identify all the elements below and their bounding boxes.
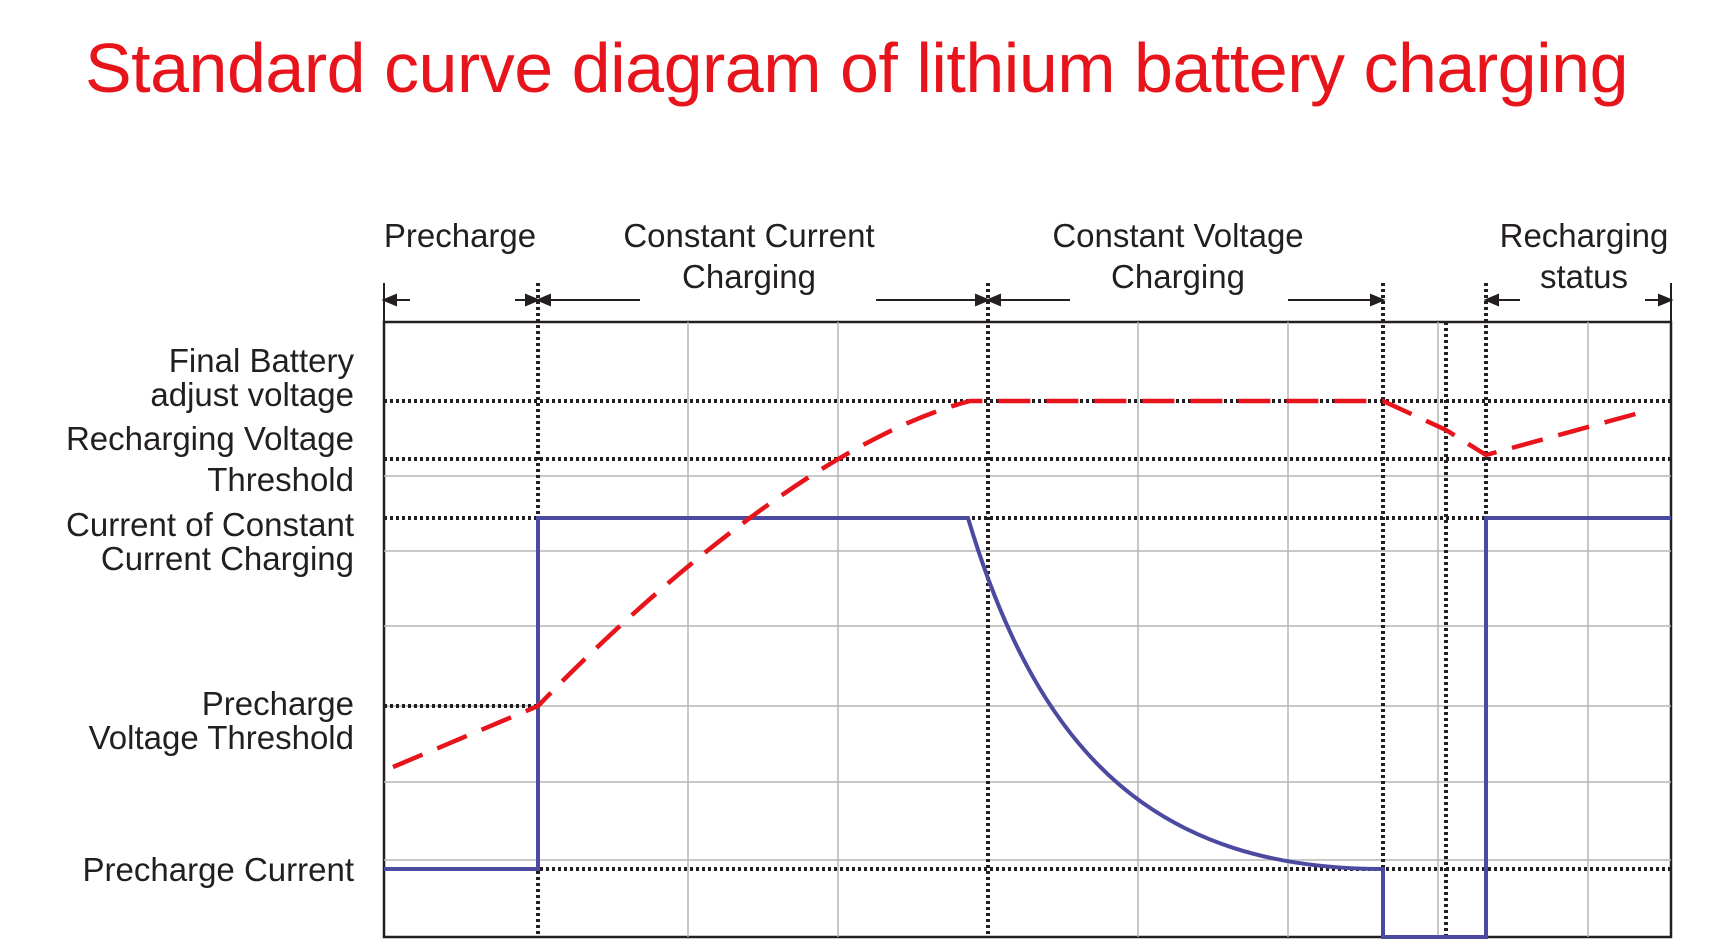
level-label-cc-current-line1: Current of Constant — [66, 506, 354, 543]
phase-label-recharge-line1: Recharging — [1500, 217, 1669, 254]
grid — [384, 322, 1671, 937]
level-label-final-voltage-line2: adjust voltage — [150, 376, 354, 413]
level-label-recharge-threshold-line2: Threshold — [207, 461, 354, 498]
level-label-final-voltage-line1: Final Battery — [169, 342, 355, 379]
plot-frame — [382, 320, 1673, 939]
level-label-precharge-threshold-line1: Precharge — [202, 685, 354, 722]
diagram-title: Standard curve diagram of lithium batter… — [84, 29, 1629, 107]
phase-label-precharge: Precharge — [384, 217, 536, 254]
level-label-precharge-current: Precharge Current — [83, 851, 354, 888]
level-label-recharge-threshold-line1: Recharging Voltage — [66, 420, 354, 457]
level-label-precharge-threshold-line2: Voltage Threshold — [89, 719, 354, 756]
phase-span-markers — [381, 283, 1674, 322]
reference-lines — [384, 283, 1671, 937]
current-curve — [384, 516, 1671, 939]
level-labels: Final Battery adjust voltage Recharging … — [66, 342, 355, 888]
phase-labels: Precharge Constant Current Charging Cons… — [384, 217, 1669, 295]
level-label-cc-current-line2: Current Charging — [101, 540, 354, 577]
phase-label-cv-line1: Constant Voltage — [1052, 217, 1303, 254]
voltage-curve — [392, 398, 1651, 770]
phase-label-cv-line2: Charging — [1111, 258, 1245, 295]
phase-label-cc-line2: Charging — [682, 258, 816, 295]
phase-label-recharge-line2: status — [1540, 258, 1628, 295]
phase-label-cc-line1: Constant Current — [623, 217, 874, 254]
